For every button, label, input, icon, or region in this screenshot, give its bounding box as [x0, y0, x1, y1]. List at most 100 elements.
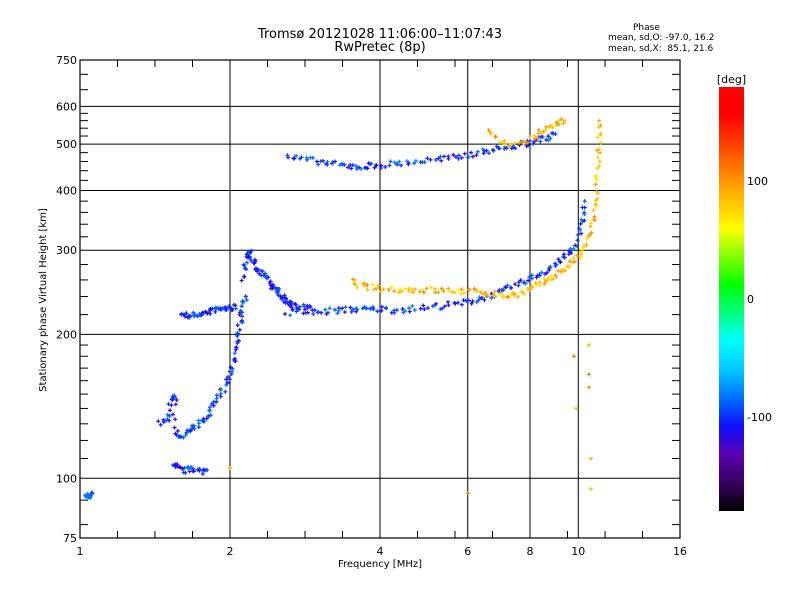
data-point: [559, 116, 564, 121]
data-point: [371, 305, 376, 310]
data-point: [459, 302, 464, 307]
data-point: [543, 279, 548, 284]
data-point: [535, 135, 540, 140]
data-point: [515, 295, 520, 300]
data-point: [235, 331, 240, 336]
data-point: [491, 148, 496, 153]
data-point: [386, 287, 391, 292]
data-point: [236, 338, 241, 343]
data-point: [263, 273, 268, 278]
data-point: [316, 309, 321, 314]
data-point: [533, 281, 538, 286]
data-point: [493, 294, 498, 299]
data-point: [243, 266, 248, 271]
data-point: [335, 311, 340, 316]
data-point: [204, 310, 209, 315]
data-point: [461, 290, 466, 295]
plot-frame: [79, 59, 681, 539]
data-point: [407, 306, 412, 311]
data-point: [469, 150, 474, 155]
data-point: [483, 290, 488, 295]
data-point: [475, 149, 480, 154]
data-point: [438, 154, 443, 159]
data-point: [242, 263, 247, 268]
data-point: [490, 147, 495, 152]
data-point: [305, 305, 310, 310]
data-point: [310, 155, 315, 160]
data-point: [521, 141, 526, 146]
data-point: [451, 152, 456, 157]
data-point: [392, 160, 397, 165]
data-point: [474, 153, 479, 158]
data-point: [586, 372, 591, 377]
data-point: [413, 287, 418, 292]
data-points: [82, 116, 603, 500]
data-point: [350, 163, 355, 168]
data-point: [593, 173, 598, 178]
data-point: [185, 428, 190, 433]
data-point: [456, 287, 461, 292]
data-point: [285, 300, 290, 305]
data-point: [349, 309, 354, 314]
data-point: [575, 238, 580, 243]
data-point: [276, 293, 281, 298]
data-point: [582, 212, 587, 217]
data-point: [593, 182, 598, 187]
data-point: [595, 155, 600, 160]
data-point: [357, 165, 362, 170]
data-point: [399, 163, 404, 168]
data-point: [230, 308, 235, 313]
data-point: [527, 274, 532, 279]
data-point: [218, 306, 223, 311]
data-point: [588, 220, 593, 225]
data-point: [482, 297, 487, 302]
data-point: [525, 140, 530, 145]
stats-o-mode: mean, sd,O: -97.0, 16.2: [608, 33, 715, 43]
data-point: [323, 307, 328, 312]
data-point: [502, 138, 507, 143]
data-point: [513, 282, 518, 287]
stats-heading: Phase: [633, 23, 660, 33]
data-point: [498, 290, 503, 295]
data-point: [290, 307, 295, 312]
data-point: [178, 434, 183, 439]
data-point: [239, 304, 244, 309]
data-point: [582, 218, 587, 223]
data-point: [523, 281, 528, 286]
data-point: [248, 250, 253, 255]
data-point: [526, 143, 531, 148]
data-point: [428, 157, 433, 162]
x-tick-label: 16: [673, 545, 687, 558]
data-point: [242, 274, 247, 279]
data-point: [253, 266, 258, 271]
data-point: [546, 276, 551, 281]
data-point: [321, 158, 326, 163]
data-point: [389, 285, 394, 290]
x-tick-label: 4: [377, 545, 384, 558]
data-point: [429, 285, 434, 290]
data-point: [561, 252, 566, 257]
data-point: [190, 423, 195, 428]
data-point: [183, 470, 188, 475]
data-point: [223, 389, 228, 394]
data-point: [294, 153, 299, 158]
data-point: [167, 413, 172, 418]
data-point: [197, 468, 202, 473]
data-point: [441, 289, 446, 294]
data-point: [214, 393, 219, 398]
data-point: [557, 118, 562, 123]
data-point: [539, 270, 544, 275]
data-point: [282, 312, 287, 317]
data-point: [332, 307, 337, 312]
data-point: [509, 286, 514, 291]
data-point: [375, 309, 380, 314]
data-point: [156, 419, 161, 424]
data-point: [501, 140, 506, 145]
data-point: [311, 312, 316, 317]
colorbar-tick-label: 0: [747, 293, 754, 306]
x-tick-label: 10: [571, 545, 585, 558]
data-point: [412, 308, 417, 313]
data-point: [397, 290, 402, 295]
data-point: [233, 359, 238, 364]
y-axis: 75 100 200 300 400 500 600 750: [56, 54, 680, 545]
